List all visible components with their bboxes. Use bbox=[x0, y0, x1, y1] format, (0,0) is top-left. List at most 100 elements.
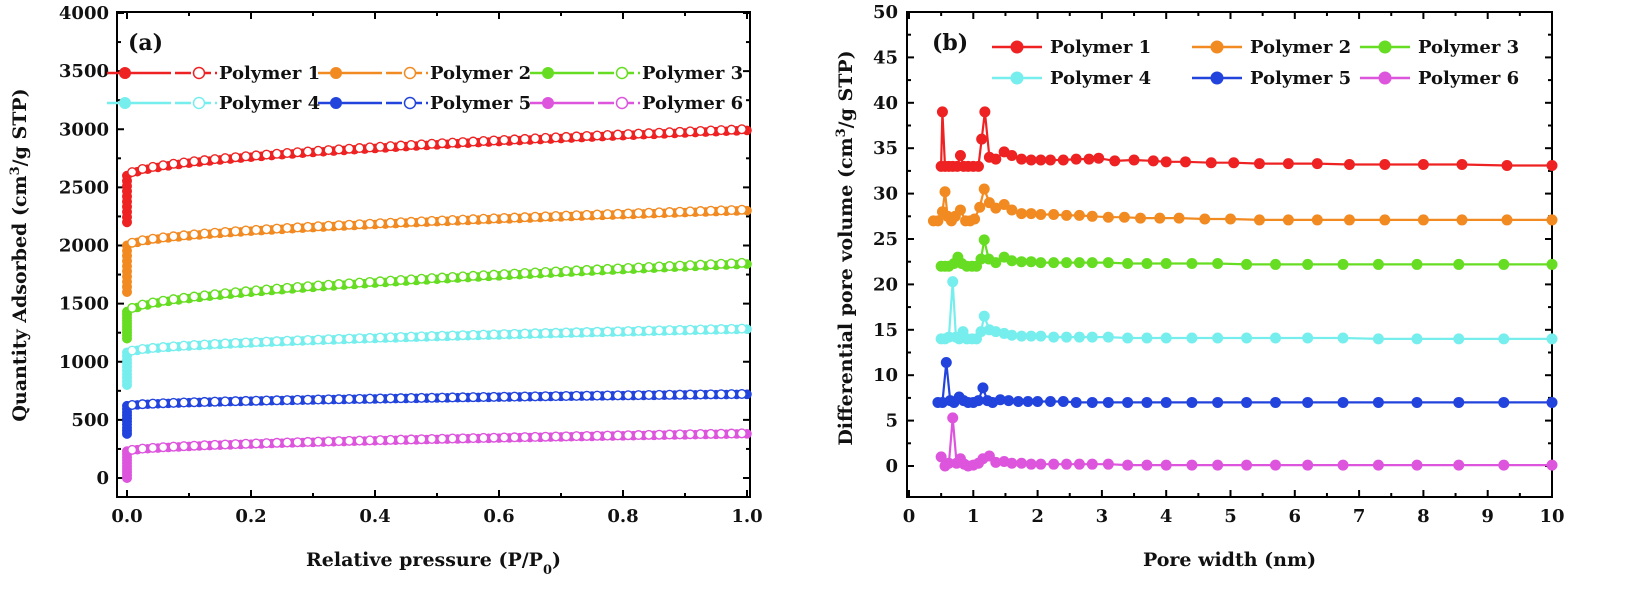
desorption-point bbox=[530, 133, 541, 144]
x-tick-label-a: 0.0 bbox=[111, 506, 142, 527]
desorption-point bbox=[705, 389, 716, 400]
desorption-point bbox=[571, 265, 582, 276]
desorption-point bbox=[127, 302, 138, 313]
data-point bbox=[1546, 333, 1558, 345]
desorption-point bbox=[468, 214, 479, 225]
data-point bbox=[939, 186, 951, 198]
desorption-point bbox=[685, 389, 696, 400]
desorption-point bbox=[199, 155, 210, 166]
desorption-point bbox=[271, 148, 282, 159]
desorption-point bbox=[395, 140, 406, 151]
desorption-point bbox=[592, 209, 603, 220]
data-point bbox=[1061, 331, 1073, 343]
desorption-point bbox=[468, 136, 479, 147]
desorption-point bbox=[395, 331, 406, 342]
desorption-point bbox=[271, 223, 282, 234]
desorption-point bbox=[209, 289, 220, 300]
data-point bbox=[1160, 258, 1172, 270]
legend-entry-b: Polymer 5 bbox=[1192, 68, 1351, 89]
desorption-point bbox=[220, 288, 231, 299]
desorption-point bbox=[385, 393, 396, 404]
data-point bbox=[1016, 256, 1028, 268]
data-point bbox=[1012, 396, 1024, 408]
desorption-point bbox=[158, 232, 169, 243]
series-b-2 bbox=[927, 183, 1558, 227]
x-axis-title-b: Pore width (nm) bbox=[1143, 549, 1316, 571]
x-tick-label-a: 1.0 bbox=[731, 506, 762, 527]
data-point bbox=[1337, 258, 1349, 270]
desorption-point bbox=[643, 390, 654, 401]
panel-label-b: (b) bbox=[932, 30, 968, 56]
desorption-point bbox=[685, 260, 696, 271]
desorption-point bbox=[530, 431, 541, 442]
desorption-point bbox=[550, 266, 561, 277]
desorption-point bbox=[447, 215, 458, 226]
x-tick-label-a: 0.8 bbox=[607, 506, 638, 527]
desorption-point bbox=[592, 430, 603, 441]
desorption-point bbox=[664, 207, 675, 218]
desorption-point bbox=[344, 278, 355, 289]
desorption-point bbox=[643, 261, 654, 272]
data-point bbox=[1044, 154, 1056, 166]
x-tick-label-b: 5 bbox=[1224, 506, 1237, 527]
data-point bbox=[1160, 459, 1172, 471]
data-point bbox=[1186, 332, 1198, 344]
desorption-point bbox=[633, 325, 644, 336]
data-point bbox=[1270, 258, 1282, 270]
desorption-point bbox=[395, 434, 406, 445]
desorption-point bbox=[581, 430, 592, 441]
desorption-point bbox=[199, 440, 210, 451]
desorption-point bbox=[333, 279, 344, 290]
data-point bbox=[1453, 258, 1465, 270]
desorption-point bbox=[271, 336, 282, 347]
data-point bbox=[1006, 204, 1018, 216]
desorption-point bbox=[385, 275, 396, 286]
legend-entry-a: Polymer 1 bbox=[107, 63, 320, 84]
desorption-point bbox=[189, 397, 200, 408]
desorption-point bbox=[736, 389, 747, 400]
data-point bbox=[969, 213, 981, 225]
desorption-point bbox=[147, 161, 158, 172]
desorption-point bbox=[695, 429, 706, 440]
desorption-point bbox=[437, 138, 448, 149]
desorption-point bbox=[457, 271, 468, 282]
data-point bbox=[1498, 459, 1510, 471]
desorption-point bbox=[406, 393, 417, 404]
desorption-point bbox=[344, 333, 355, 344]
legend-label-a: Polymer 3 bbox=[642, 63, 743, 84]
desorption-point bbox=[478, 432, 489, 443]
panel-label-a: (a) bbox=[128, 30, 163, 56]
data-point bbox=[1186, 396, 1198, 408]
desorption-point bbox=[478, 270, 489, 281]
desorption-point bbox=[292, 222, 303, 233]
data-point bbox=[1228, 157, 1240, 169]
series-line bbox=[937, 362, 1552, 404]
x-tick-label-b: 0 bbox=[903, 506, 916, 527]
desorption-point bbox=[736, 257, 747, 268]
data-point bbox=[1057, 154, 1069, 166]
data-point bbox=[978, 183, 990, 195]
data-point bbox=[1417, 159, 1429, 171]
desorption-point bbox=[602, 263, 613, 274]
data-point bbox=[1453, 396, 1465, 408]
x-axis-title-a: Relative pressure (P/P0) bbox=[306, 549, 561, 578]
legend-entry-b: Polymer 6 bbox=[1360, 68, 1519, 89]
data-point bbox=[1372, 396, 1384, 408]
data-point bbox=[1006, 255, 1018, 267]
desorption-point bbox=[726, 323, 737, 334]
desorption-point bbox=[189, 291, 200, 302]
desorption-point bbox=[354, 435, 365, 446]
data-point bbox=[1411, 333, 1423, 345]
y-tick-label-a: 2000 bbox=[59, 236, 109, 257]
series-b-5 bbox=[932, 356, 1558, 408]
legend-marker bbox=[1210, 71, 1224, 85]
x-tick-label-b: 9 bbox=[1481, 506, 1494, 527]
data-point bbox=[1501, 159, 1513, 171]
x-axis-title-a-sub: 0 bbox=[543, 563, 552, 578]
series-b-4 bbox=[935, 276, 1558, 345]
data-point bbox=[1282, 158, 1294, 170]
x-tick-label-b: 2 bbox=[1031, 506, 1044, 527]
data-point bbox=[1147, 155, 1159, 167]
data-point bbox=[1032, 396, 1044, 408]
desorption-point bbox=[561, 431, 572, 442]
